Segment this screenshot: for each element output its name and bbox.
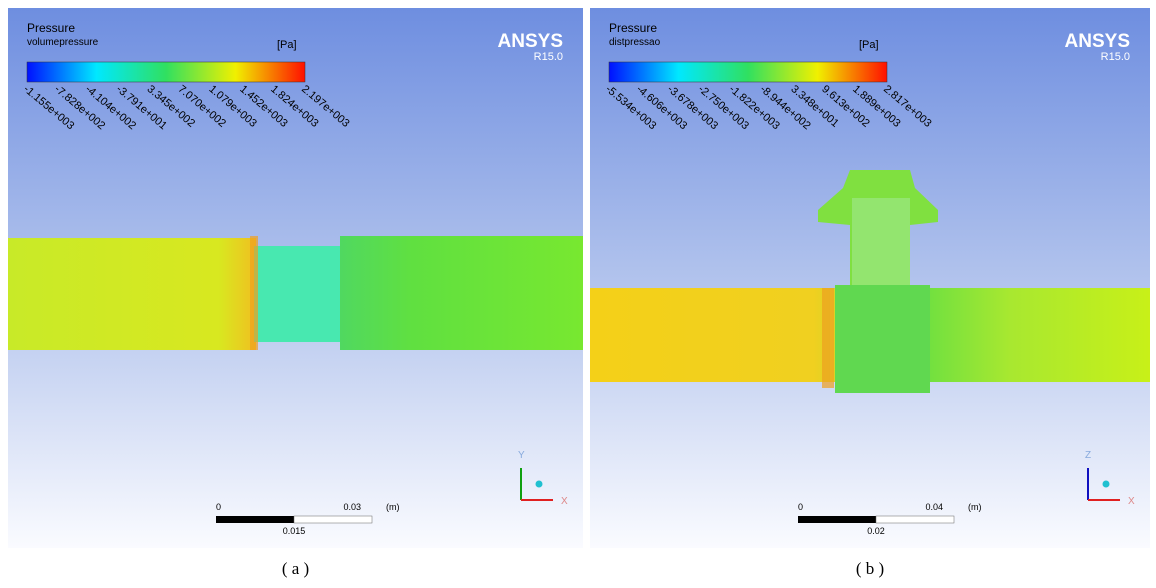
caption: ( b ): [856, 559, 884, 578]
axis-right-label: X: [1128, 496, 1135, 507]
scale-bar-dark: [798, 516, 876, 523]
scale-unit: (m): [386, 502, 400, 512]
axis-up-label: Z: [1085, 450, 1091, 461]
brand: ANSYS: [1065, 31, 1130, 52]
legend-variable: distpressao: [609, 37, 661, 48]
pipe-a: [8, 236, 583, 350]
legend-variable: volumepressure: [27, 37, 99, 48]
axis-depth: [536, 481, 543, 488]
version: R15.0: [534, 51, 563, 63]
scale-bar-light: [876, 516, 954, 523]
legend-title: Pressure: [609, 21, 657, 35]
legend-title: Pressure: [27, 21, 75, 35]
scale-start: 0: [798, 502, 803, 512]
version: R15.0: [1101, 51, 1130, 63]
scale-bar-dark: [216, 516, 294, 523]
axis-right-label: X: [561, 496, 568, 507]
caption: ( a ): [282, 559, 309, 578]
scale-bar-light: [294, 516, 372, 523]
legend-unit: [Pa]: [859, 39, 879, 51]
legend-unit: [Pa]: [277, 39, 297, 51]
scale-end: 0.03: [343, 502, 361, 512]
axis-up-label: Y: [518, 450, 525, 461]
color-bar: [609, 62, 887, 82]
scale-mid: 0.02: [867, 526, 885, 536]
scale-end: 0.04: [925, 502, 943, 512]
brand: ANSYS: [498, 31, 563, 52]
color-bar: [27, 62, 305, 82]
scale-unit: (m): [968, 502, 982, 512]
scale-start: 0: [216, 502, 221, 512]
axis-depth: [1103, 481, 1110, 488]
figure: Pressurevolumepressure[Pa]-1.155e+003-7.…: [0, 0, 1156, 583]
scale-mid: 0.015: [283, 526, 306, 536]
